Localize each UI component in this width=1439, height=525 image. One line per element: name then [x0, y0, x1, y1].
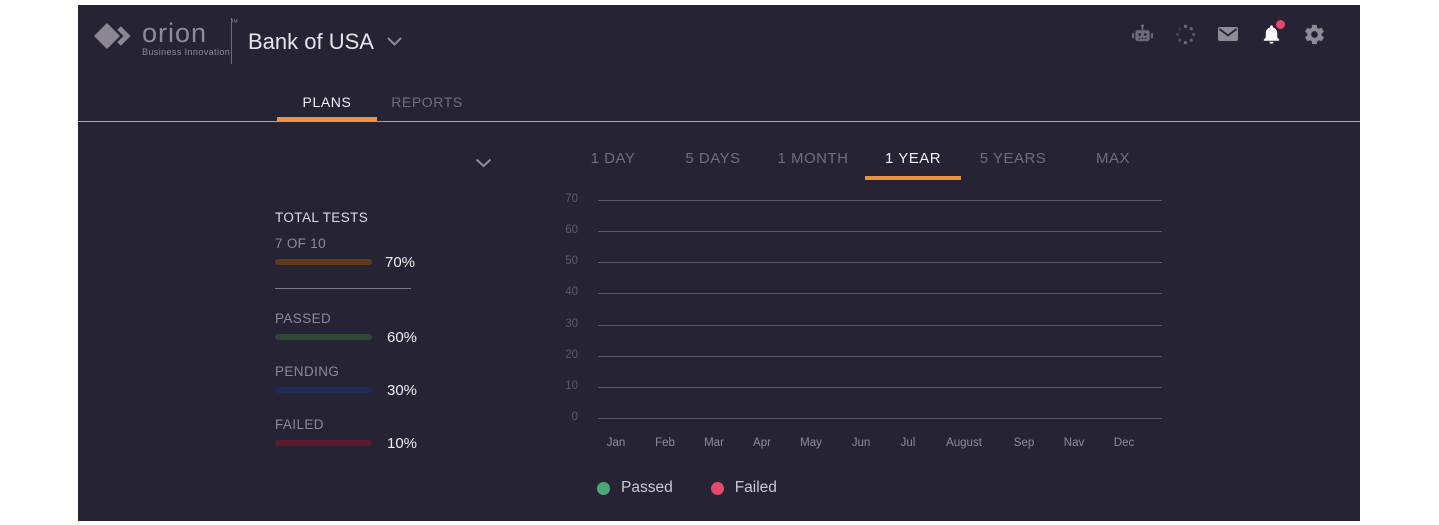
header: orion ™ Business Innovation Bank of USA [78, 5, 1360, 122]
tab-label: PLANS [302, 94, 352, 110]
logo-trademark: ™ [230, 18, 239, 27]
stat-label: PASSED [275, 311, 332, 326]
notification-badge [1276, 20, 1285, 29]
y-axis-tick-label: 30 [565, 318, 578, 330]
logo: orion ™ Business Innovation [92, 18, 238, 63]
legend-dot [710, 481, 724, 495]
client-name: Bank of USA [248, 29, 374, 54]
legend-item-failed: Failed [710, 479, 777, 497]
logo-text: orion [142, 18, 208, 48]
stat-label: FAILED [275, 417, 324, 432]
gear-icon[interactable] [1302, 22, 1326, 46]
stat-progress-bar [275, 334, 372, 340]
grid-line [598, 231, 1162, 232]
chart-legend: Passed Failed [597, 479, 777, 497]
y-axis-tick-label: 50 [565, 255, 578, 267]
total-tests-percent: 70% [385, 254, 416, 271]
y-axis-tick-label: 70 [565, 193, 578, 205]
main-tabs: PLANS REPORTS [277, 94, 477, 121]
active-tab-underline [277, 117, 377, 121]
range-tab-1-year[interactable]: 1 YEAR [863, 150, 963, 181]
tab-plans[interactable]: PLANS [277, 94, 377, 121]
y-axis-tick-label: 20 [565, 349, 578, 361]
y-axis-tick-label: 40 [565, 286, 578, 298]
grid-line [598, 200, 1162, 201]
x-axis-tick-label: Nav [1063, 437, 1085, 449]
grid-line [598, 418, 1162, 419]
total-tests-label: TOTAL TESTS [275, 210, 369, 225]
range-tab-label: MAX [1095, 150, 1130, 167]
range-tab-label: 5 DAYS [685, 150, 741, 167]
range-tab-label: 1 MONTH [777, 150, 849, 167]
range-tab-label: 1 YEAR [884, 150, 942, 167]
grid-line [598, 387, 1162, 388]
app-window: orion ™ Business Innovation Bank of USA [78, 5, 1360, 521]
stats-panel: TOTAL TESTS 7 OF 10 70% PASSED 60% PENDING… [275, 5, 495, 521]
header-icon-bar [1130, 20, 1326, 46]
tab-label: REPORTS [391, 94, 463, 110]
total-tests-count: 7 OF 10 [275, 236, 326, 251]
range-tabs: 1 DAY 5 DAYS 1 MONTH 1 YEAR 5 YEARS MAX [563, 150, 1163, 181]
stat-progress-bar [275, 440, 372, 446]
range-tab-max[interactable]: MAX [1063, 150, 1163, 181]
chevron-down-icon [387, 33, 402, 51]
x-axis-tick-label: August [946, 437, 982, 449]
range-tab-label: 5 YEARS [979, 150, 1047, 167]
range-tab-1-month[interactable]: 1 MONTH [763, 150, 863, 181]
legend-label: Failed [734, 479, 777, 496]
stat-percent: 30% [387, 382, 418, 399]
range-tab-5-years[interactable]: 5 YEARS [963, 150, 1063, 181]
grid-line [598, 325, 1162, 326]
grid-line [598, 293, 1162, 294]
robot-icon[interactable] [1130, 22, 1154, 46]
tab-reports[interactable]: REPORTS [377, 94, 477, 121]
stat-item-failed: FAILED 10% [275, 417, 495, 467]
stat-label: PENDING [275, 364, 340, 379]
stat-percent: 60% [387, 329, 418, 346]
stat-item-passed: PASSED 60% [275, 311, 495, 361]
header-vertical-divider [231, 18, 232, 64]
x-axis-tick-label: Apr [753, 437, 771, 449]
logo-tagline: Business Innovation [142, 47, 231, 57]
x-axis-tick-label: Jul [900, 437, 916, 449]
x-axis-tick-label: Dec [1113, 437, 1135, 449]
x-axis-tick-label: Jan [606, 437, 626, 449]
x-axis-tick-label: May [800, 437, 822, 449]
stat-progress-bar [275, 387, 372, 393]
range-tab-label: 1 DAY [590, 150, 636, 167]
loader-icon[interactable] [1173, 22, 1197, 46]
orion-diamond-logo-icon [92, 20, 138, 63]
x-axis-tick-label: Feb [655, 437, 675, 449]
total-tests-progress-bar [275, 259, 372, 265]
stats-divider [275, 288, 411, 289]
range-tab-1-day[interactable]: 1 DAY [563, 150, 663, 181]
range-tab-5-days[interactable]: 5 DAYS [663, 150, 763, 181]
stat-item-pending: PENDING 30% [275, 364, 495, 414]
client-selector[interactable]: Bank of USA [248, 29, 402, 55]
grid-line [598, 262, 1162, 263]
legend-dot [597, 481, 610, 495]
mail-icon[interactable] [1216, 22, 1240, 46]
stat-percent: 10% [387, 435, 418, 452]
x-axis-tick-label: Sep [1013, 437, 1035, 449]
chevron-down-icon [475, 155, 492, 172]
grid-line [598, 356, 1162, 357]
x-axis-tick-label: Jun [851, 437, 871, 449]
x-axis-tick-label: Mar [704, 437, 724, 449]
section-dropdown-toggle[interactable] [475, 155, 493, 173]
y-axis-tick-label: 60 [565, 224, 578, 236]
active-range-underline [865, 176, 961, 180]
y-axis-tick-label: 0 [571, 411, 578, 423]
y-axis-tick-label: 10 [565, 380, 578, 392]
bell-icon[interactable] [1259, 20, 1285, 46]
legend-label: Passed [621, 479, 673, 496]
legend-item-passed: Passed [597, 479, 673, 497]
